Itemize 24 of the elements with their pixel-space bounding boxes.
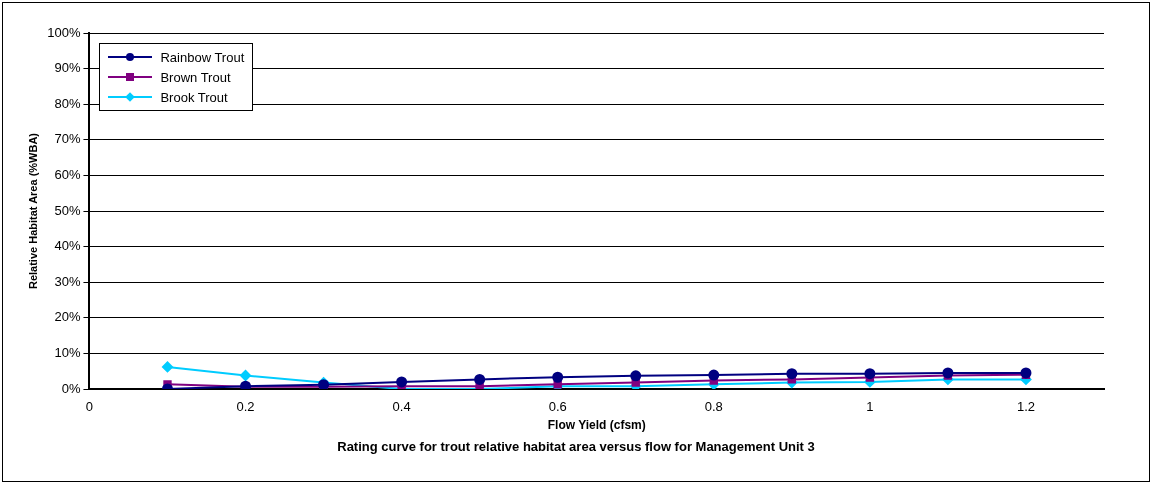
x-tick-label: 1.2	[1016, 399, 1035, 415]
y-tick-label: 20%	[54, 309, 81, 325]
y-tick-label: 80%	[54, 95, 81, 111]
y-tick-label: 40%	[54, 238, 81, 254]
x-tick-label: 0.6	[548, 399, 567, 415]
x-tick-label: 1	[866, 399, 874, 415]
x-tick-label: 0	[85, 399, 94, 415]
x-tick-label: 0.2	[236, 399, 255, 415]
y-tick-label: 0%	[61, 380, 81, 396]
legend-label: Brook Trout	[160, 89, 228, 105]
legend-label: Brown Trout	[160, 69, 231, 85]
y-axis-title: Relative Habitat Area (%WBA)	[26, 132, 39, 290]
y-tick-label: 90%	[54, 60, 81, 76]
y-tick-label: 70%	[54, 131, 81, 147]
y-tick-label: 100%	[47, 24, 81, 40]
y-tick-label: 60%	[54, 166, 81, 182]
y-tick-label: 10%	[54, 344, 81, 360]
text: Rating curve for trout relative habitat area versus flow for Management Unit 3	[336, 439, 816, 454]
y-tick-label: 30%	[54, 273, 81, 289]
x-tick-label: 0.4	[392, 399, 411, 415]
x-tick-label: 0.8	[704, 399, 723, 415]
x-axis-title: Flow Yield (cfsm)	[547, 418, 646, 433]
legend-label: Rainbow Trout	[160, 49, 245, 65]
y-tick-label: 50%	[54, 202, 81, 218]
